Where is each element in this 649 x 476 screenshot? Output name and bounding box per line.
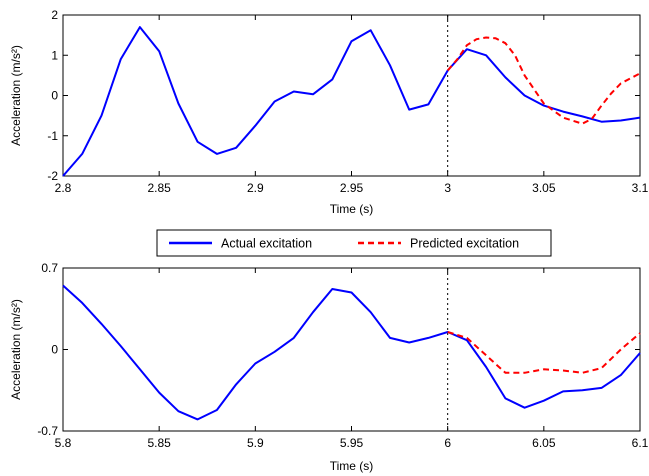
top-x-tick-label: 2.95: [340, 181, 364, 195]
bottom-x-tick-label: 6.1: [632, 436, 649, 450]
legend-label-predicted: Predicted excitation: [410, 237, 519, 251]
top-y-tick-label: -1: [47, 129, 58, 143]
top-x-tick-label: 2.8: [55, 181, 72, 195]
top-y-axis-label: Acceleration (m/s²): [9, 45, 23, 146]
chart-top: 2.8 2.85 2.9 2.95 3 3.05 3.1 -2 -1 0 1 2 Time (s) Acc…: [9, 8, 649, 216]
bottom-x-tick-label: 5.9: [247, 436, 264, 450]
top-x-tick-label: 3.1: [632, 181, 649, 195]
top-x-tick-label: 3: [444, 181, 451, 195]
bottom-series-actual-line: [62, 284, 641, 421]
bottom-x-tick-label: 5.85: [147, 436, 171, 450]
bottom-x-axis-label: Time (s): [330, 459, 374, 473]
bottom-y-axis-label: Acceleration (m/s²): [9, 299, 23, 400]
top-y-tick-label: 0: [51, 89, 58, 103]
bottom-plot-frame: [62, 267, 641, 432]
bottom-y-tick-label: 0.7: [41, 261, 58, 275]
top-x-tick-label: 2.85: [147, 181, 171, 195]
legend-box: [156, 229, 552, 257]
bottom-x-tick-label: 6: [444, 436, 451, 450]
top-series-actual-line: [62, 26, 641, 177]
bottom-x-tick-label: 6.05: [532, 436, 556, 450]
legend: Actual excitation Predicted excitation: [156, 229, 552, 257]
legend-label-actual: Actual excitation: [221, 237, 312, 251]
top-x-axis-label: Time (s): [330, 202, 374, 216]
bottom-y-tick-label: 0: [51, 343, 58, 357]
top-y-tick-label: 1: [51, 48, 58, 62]
chart-bottom: 5.8 5.85 5.9 5.95 6 6.05 6.1 -0.7 0 0.7 Time (s) Ac…: [9, 261, 649, 473]
bottom-y-tick-label: -0.7: [37, 424, 58, 438]
top-x-tick-label: 3.05: [532, 181, 556, 195]
bottom-series-predicted-line: [447, 331, 641, 374]
top-series-predicted-line: [446, 36, 641, 125]
bottom-x-tick-label: 5.8: [55, 436, 72, 450]
top-y-tick-label: -2: [47, 169, 58, 183]
top-x-tick-label: 2.9: [247, 181, 264, 195]
bottom-x-tick-label: 5.95: [340, 436, 364, 450]
top-y-tick-label: 2: [51, 8, 58, 22]
